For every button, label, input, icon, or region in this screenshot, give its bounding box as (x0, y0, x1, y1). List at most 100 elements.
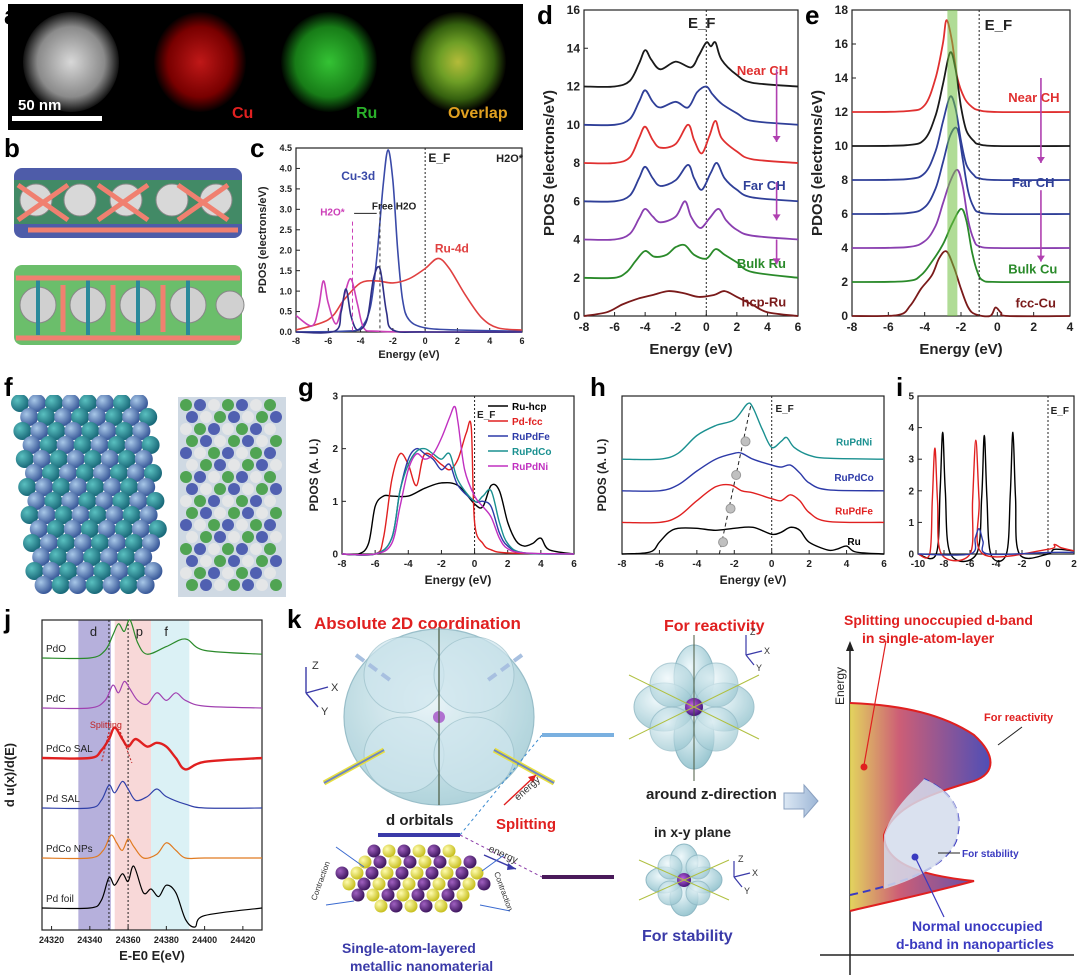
layer-atom (342, 877, 356, 891)
y-axis-label: PDOS (A. U.) (307, 439, 321, 512)
charge-lobe (214, 555, 226, 567)
plot-frame (295, 147, 523, 333)
legend-entry: Ru-hcp (512, 402, 546, 413)
layer-atom (365, 866, 379, 880)
y-tick-label: 12 (567, 80, 581, 94)
layer-atom (442, 844, 456, 858)
panel-label-b: b (4, 133, 20, 163)
nanowire-model (11, 395, 167, 594)
charge-lobe (236, 543, 248, 555)
x-tick-label: 2 (505, 559, 511, 570)
energy-axis-head (846, 641, 854, 651)
nanomaterial-label-2: metallic nanomaterial (350, 958, 493, 974)
chart-e: -8 -6 -4 -2 0 2 4 0 2 4 6 8 10 12 14 16 18 Energy (eV) PDO… (809, 3, 1074, 358)
charge-lobe (222, 423, 234, 435)
charge-lobe (194, 471, 206, 483)
h2o-adsorbed-label: H2O* (320, 207, 345, 218)
x-tick-label: -8 (579, 320, 590, 334)
atom (52, 478, 71, 496)
charge-lobe (228, 579, 240, 591)
charge-lobe (186, 531, 198, 543)
energy-arrow-up (503, 774, 537, 806)
k-title: Absolute 2D coordination (314, 614, 521, 633)
charge-lobe (200, 507, 212, 519)
atom (62, 395, 80, 412)
atom (59, 562, 78, 580)
charge-lobe (214, 411, 226, 423)
series-label: RuPdFe (835, 507, 873, 518)
charge-lobe (242, 411, 254, 423)
x-tick-label: -6 (883, 320, 894, 334)
legend-entry: RuPdCo (512, 447, 551, 458)
layer-atom (335, 866, 349, 880)
splitting-arrow (100, 731, 110, 764)
dband-center-point (725, 503, 736, 514)
charge-lobe (256, 483, 268, 495)
atom (28, 395, 46, 412)
for-stability-label: For stability (642, 928, 733, 945)
dband-trend-line (718, 403, 752, 555)
chart-i: -10 -8 -6 -4 -2 0 2 0 1 2 3 4 5 E_F (908, 392, 1077, 570)
atom (59, 464, 77, 482)
atom (132, 422, 151, 440)
y-tick-label: 5 (908, 392, 914, 403)
panel-b-structures (14, 168, 245, 345)
atom (100, 548, 119, 566)
series-line-6 (851, 250, 1071, 318)
atom (97, 520, 116, 538)
charge-lobe (186, 555, 198, 567)
series-label: Pd foil (46, 894, 74, 905)
contraction-right-label: Contraction (492, 871, 514, 913)
charge-lobe (256, 411, 268, 423)
atom (129, 492, 148, 510)
near-ch-label: Near CH (737, 63, 788, 78)
charge-lobe (236, 567, 248, 579)
layer-atom (418, 855, 432, 869)
charge-lobe (186, 507, 198, 519)
d-band-center-band (947, 10, 958, 316)
atom (131, 520, 150, 538)
charge-lobe (180, 543, 192, 555)
atom (80, 520, 99, 538)
layer-atom (455, 866, 469, 880)
series-label: RuPdNi (836, 437, 872, 448)
charge-lobe (242, 459, 254, 471)
atom (93, 464, 111, 482)
atom (90, 436, 109, 454)
atom (39, 436, 58, 454)
contraction-arrow-4 (479, 904, 511, 912)
atom (15, 450, 34, 468)
atom (42, 562, 61, 580)
x-axis-label: Energy (eV) (649, 341, 732, 358)
charge-lobe (250, 471, 262, 483)
atom (115, 422, 134, 440)
series-line-PdCo NPs (41, 834, 262, 860)
y-tick-label: 3 (332, 392, 338, 403)
charge-lobe (264, 423, 276, 435)
far-ch-label: Far CH (743, 178, 786, 193)
y-axis-label: PDOS (electrons/eV) (541, 90, 558, 236)
atom (25, 464, 43, 482)
band-region-p (114, 620, 152, 930)
layer-atom (417, 877, 431, 891)
atom (69, 478, 88, 496)
charge-lobe (180, 423, 192, 435)
charge-lobe (256, 507, 268, 519)
charge-lobe (194, 567, 206, 579)
plot-frame (621, 395, 885, 555)
atom (68, 576, 87, 594)
atom (105, 408, 124, 426)
charge-lobe (256, 459, 268, 471)
x-tick-label: 0 (703, 320, 710, 334)
series-label: PdCo NPs (46, 844, 93, 855)
orbital-xy-plane (638, 843, 730, 917)
y-tick-label: 0 (841, 309, 848, 323)
charge-lobe (228, 555, 240, 567)
trend-arrow-head (1036, 255, 1045, 262)
y-tick-label: 4 (841, 241, 848, 255)
atom (110, 464, 128, 482)
atom (83, 548, 102, 566)
atom (71, 408, 90, 426)
ef-label: E_F (688, 15, 716, 32)
y-tick-label: 10 (835, 139, 849, 153)
